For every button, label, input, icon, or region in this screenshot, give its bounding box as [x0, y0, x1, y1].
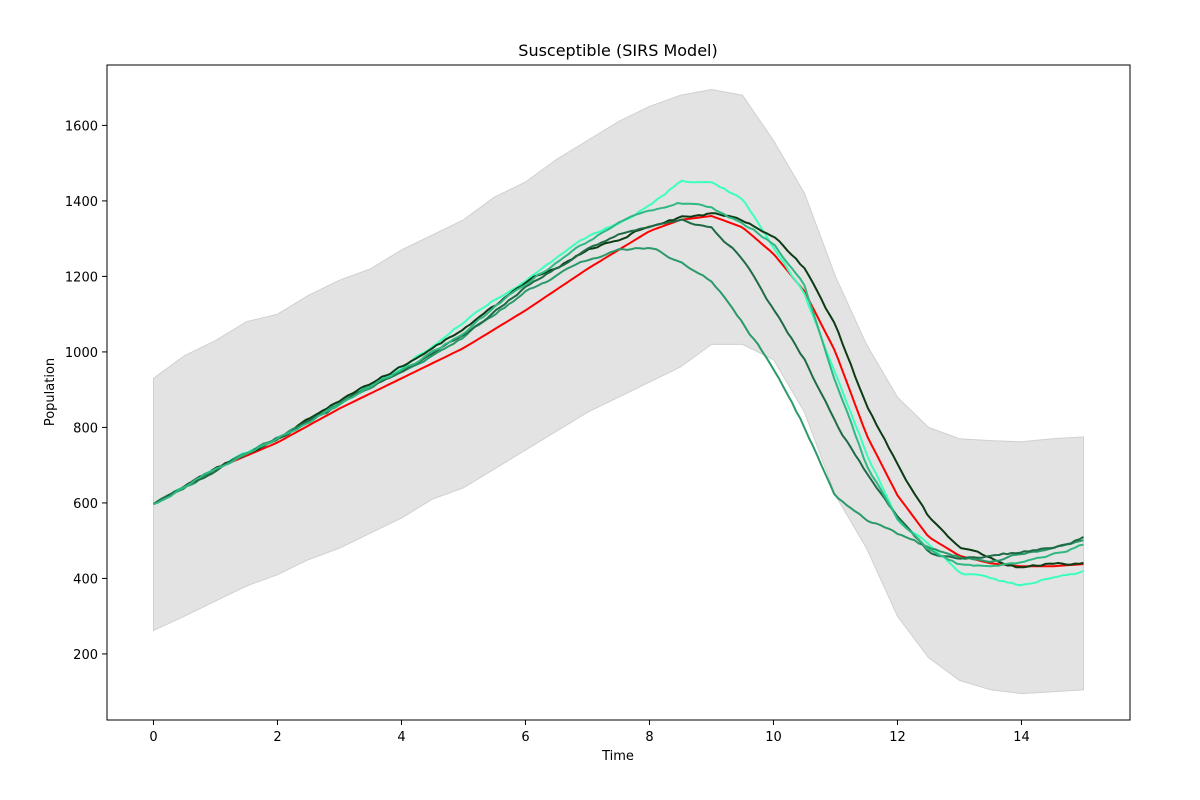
series-line	[152, 218, 1085, 560]
y-tick-label: 400	[73, 572, 98, 587]
x-tick-label: 4	[397, 730, 405, 745]
y-axis: 200 400 600 800 1000 1200 1400 1600	[65, 119, 107, 663]
y-tick-label: 1000	[65, 346, 98, 361]
x-tick-label: 14	[1013, 730, 1030, 745]
plot-area	[152, 88, 1085, 695]
series-line	[153, 212, 1084, 569]
y-tick-label: 200	[73, 648, 98, 663]
x-tick-label: 10	[765, 730, 782, 745]
y-tick-label: 600	[73, 497, 98, 512]
x-axis: 0 2 4 6 8 10 12 14	[149, 720, 1030, 745]
x-tick-label: 12	[889, 730, 906, 745]
y-tick-label: 1600	[65, 119, 98, 134]
y-tick-label: 1400	[65, 195, 98, 210]
series-line	[153, 202, 1084, 568]
x-tick-label: 6	[521, 730, 529, 745]
y-axis-label: Population	[43, 358, 58, 426]
confidence-band	[153, 88, 1084, 695]
x-axis-label: Time	[601, 749, 634, 764]
x-tick-label: 0	[149, 730, 157, 745]
chart-title: Susceptible (SIRS Model)	[518, 41, 717, 60]
plot-frame	[106, 64, 1131, 721]
y-tick-label: 1200	[65, 270, 98, 285]
x-tick-label: 8	[645, 730, 653, 745]
x-tick-label: 2	[273, 730, 281, 745]
y-tick-label: 800	[73, 421, 98, 436]
